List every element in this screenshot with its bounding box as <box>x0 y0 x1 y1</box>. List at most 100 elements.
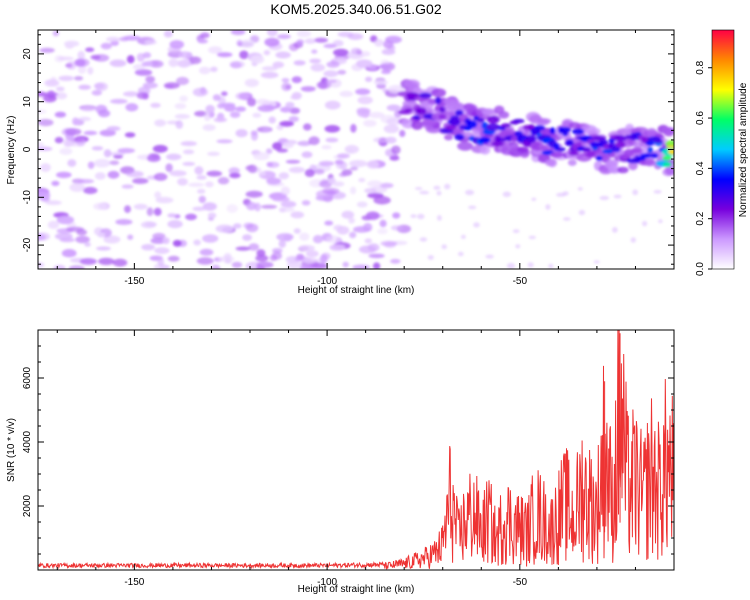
heatmap-noise-blob <box>122 91 139 97</box>
heatmap-noise-blob <box>256 265 266 269</box>
heatmap-noise-blob <box>56 215 75 225</box>
colorbar-tick-label: 0.0 <box>695 262 706 276</box>
heatmap-noise-blob <box>613 194 622 199</box>
heatmap-noise-blob <box>379 182 394 189</box>
heatmap-noise-blob <box>109 151 125 156</box>
heatmap-noise-blob <box>367 180 383 188</box>
heatmap-noise-blob <box>182 149 195 155</box>
heatmap-noise-blob <box>515 244 521 249</box>
heatmap-noise-blob <box>325 137 339 143</box>
heatmap-noise-blob <box>145 75 156 83</box>
heatmap-noise-blob <box>390 225 403 231</box>
heatmap-noise-blob <box>194 110 208 117</box>
colorbar-frame <box>711 29 735 270</box>
heatmap-noise-blob <box>77 50 85 60</box>
heatmap-noise-blob <box>321 145 332 150</box>
heatmap-noise-blob <box>220 102 236 108</box>
heatmap-noise-blob <box>303 257 317 264</box>
heatmap-signal-blob <box>598 139 609 145</box>
heatmap-noise-blob <box>272 61 285 69</box>
heatmap-noise-blob <box>298 245 315 252</box>
heatmap-signal-blob <box>445 124 457 131</box>
heatmap-noise-blob <box>531 197 537 201</box>
heatmap-noise-blob <box>277 34 291 40</box>
heatmap-noise-blob <box>578 209 586 216</box>
heatmap-noise-blob <box>87 161 95 169</box>
heatmap-noise-blob <box>312 235 324 244</box>
heatmap-noise-blob <box>215 224 234 233</box>
heatmap-noise-blob <box>632 189 639 196</box>
heatmap-noise-blob <box>545 204 551 210</box>
heatmap-noise-blob <box>79 258 97 265</box>
heatmap-noise-blob <box>124 205 131 214</box>
heatmap-noise-blob <box>262 127 271 133</box>
heatmap-noise-blob <box>365 76 373 83</box>
heatmap-signal-blob <box>412 115 422 120</box>
heatmap-noise-blob <box>255 254 269 262</box>
heatmap-signal-halo <box>404 79 420 89</box>
heatmap-noise-blob <box>239 50 249 60</box>
heatmap-noise-blob <box>240 39 255 48</box>
heatmap-noise-blob <box>296 253 305 260</box>
colorbar-ticks: 0.0 0.2 0.4 0.6 0.8 <box>695 29 735 276</box>
heatmap-noise-blob <box>154 119 167 127</box>
heatmap-signal-halo <box>411 120 424 130</box>
heatmap-noise-blob <box>333 48 349 57</box>
heatmap-x-label: Height of straight line (km) <box>298 285 415 296</box>
heatmap-noise-blob <box>417 213 425 220</box>
heatmap-signal-halo <box>662 127 674 134</box>
heatmap-noise-blob <box>197 188 206 194</box>
snr-frame <box>37 329 675 571</box>
heatmap-signal-blob <box>500 123 511 128</box>
heatmap-noise-blob <box>174 114 190 119</box>
heatmap-noise-blob <box>40 163 51 172</box>
heatmap-noise-blob <box>54 111 67 118</box>
heatmap-noise-blob <box>419 190 430 195</box>
heatmap-noise-blob <box>278 207 287 213</box>
heatmap-noise-blob <box>228 167 240 175</box>
heatmap-noise-blob <box>152 144 168 153</box>
heatmap-noise-blob <box>465 189 475 196</box>
heatmap-noise-blob <box>196 175 207 180</box>
colorbar: 0.0 0.2 0.4 0.6 0.8 Normalized spectral ampl… <box>695 29 749 276</box>
snr-x-tick-label: -150 <box>124 577 144 588</box>
heatmap-signal-peak <box>668 149 674 155</box>
heatmap-noise-blob <box>506 262 516 269</box>
heatmap-noise-blob <box>303 123 312 131</box>
heatmap-noise-blob <box>290 211 305 219</box>
heatmap-noise-blob <box>258 171 266 177</box>
heatmap-noise-blob <box>84 242 91 247</box>
heatmap-noise-blob <box>296 39 304 45</box>
heatmap-signal-blob <box>491 141 504 147</box>
heatmap-noise-blob <box>63 138 73 148</box>
heatmap-noise-blob <box>386 104 401 112</box>
heatmap-noise-blob <box>297 140 312 147</box>
heatmap-noise-blob <box>207 151 220 156</box>
heatmap-noise-blob <box>123 35 141 41</box>
heatmap-noise-blob <box>365 211 380 220</box>
heatmap-noise-blob <box>326 235 341 244</box>
heatmap-signal-blob <box>422 120 437 127</box>
heatmap-noise-blob <box>301 151 313 158</box>
heatmap-noise-blob <box>154 191 162 199</box>
heatmap-noise-blob <box>133 203 148 210</box>
heatmap-noise-blob <box>485 254 494 259</box>
heatmap-noise-blob <box>100 42 112 50</box>
heatmap-signal-halo <box>482 108 498 116</box>
heatmap-noise-blob <box>106 36 120 42</box>
heatmap-noise-blob <box>83 130 98 136</box>
heatmap-noise-blob <box>441 244 448 250</box>
heatmap-noise-blob <box>38 91 46 97</box>
heatmap-noise-blob <box>94 172 106 180</box>
heatmap-noise-blob <box>141 244 156 251</box>
heatmap-noise-blob <box>153 172 168 181</box>
heatmap-signal-blob <box>602 149 614 154</box>
heatmap-signal-blob <box>608 137 616 144</box>
heatmap-noise-blob <box>109 59 127 67</box>
heatmap-noise-blob <box>207 212 217 219</box>
heatmap-noise-blob <box>83 186 98 195</box>
heatmap-noise-blob <box>167 213 177 218</box>
heatmap-noise-blob <box>324 125 341 133</box>
heatmap-noise-blob <box>368 253 385 259</box>
heatmap-noise-blob <box>301 200 311 206</box>
